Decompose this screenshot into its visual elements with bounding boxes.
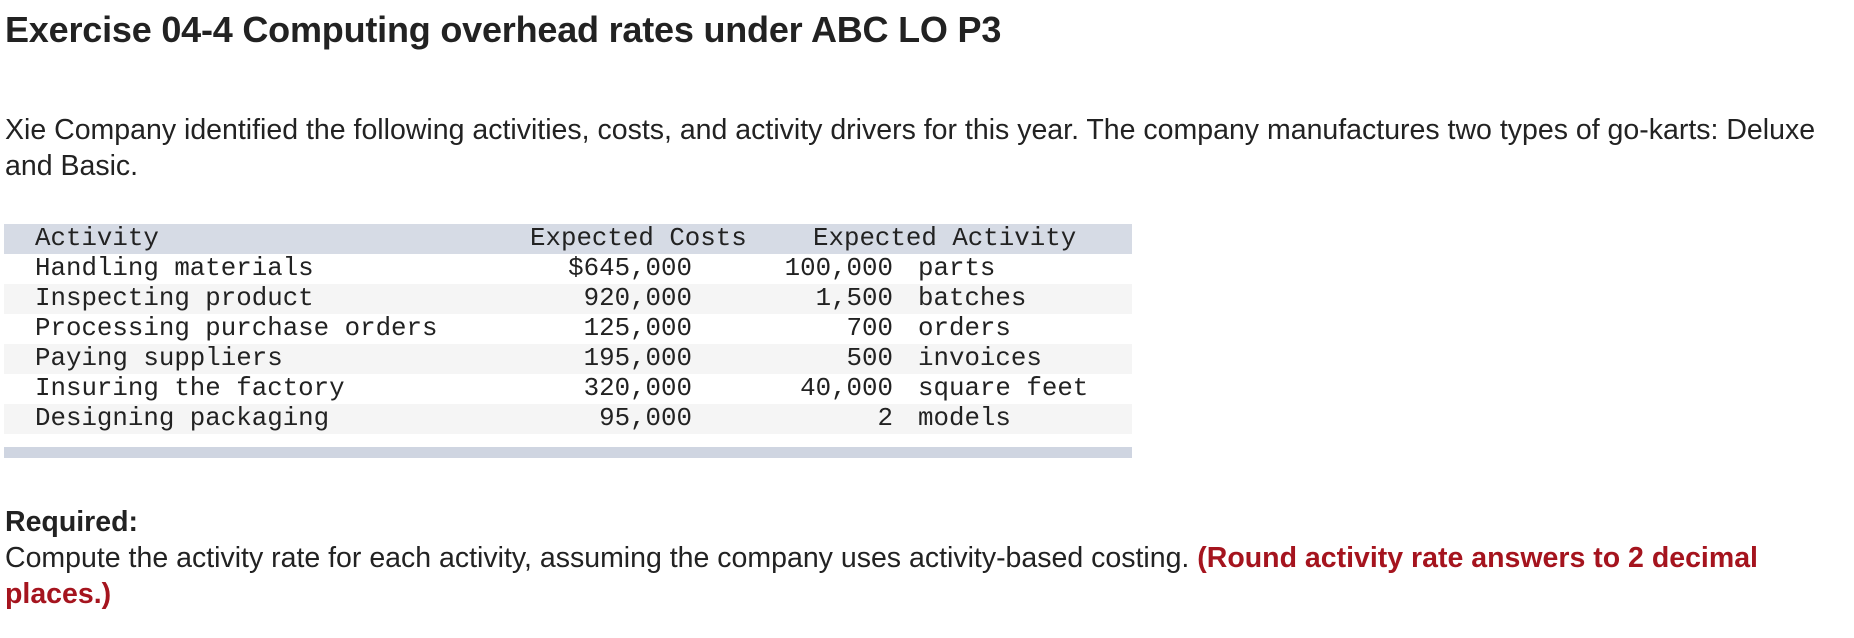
required-label: Required: [5,506,139,538]
rounding-instruction: (Round activity rate answers to 2 decima… [5,542,1758,610]
activity-name: Designing packaging [35,404,330,433]
expected-cost: 95,000 [599,404,692,433]
activity-name: Paying suppliers [35,344,283,373]
expected-activity-unit: orders [918,314,1011,343]
expected-activity-unit: parts [918,254,996,283]
expected-activity-unit: invoices [918,344,1042,373]
required-text: Compute the activity rate for each activ… [5,542,1190,574]
expected-activity-unit: square feet [918,374,1089,403]
intro-paragraph: Xie Company identified the following act… [5,114,1816,182]
activity-cost-table: Activity Expected Costs Expected Activit… [4,224,1132,458]
expected-activity-quantity: 1,500 [815,284,893,313]
expected-cost: 195,000 [583,344,692,373]
activity-name: Handling materials [35,254,314,283]
table-footer-bar [4,447,1132,458]
table-row: Processing purchase orders 125,000 700 o… [4,314,1132,344]
expected-activity-quantity: 100,000 [784,254,893,283]
activity-name: Inspecting product [35,284,314,313]
expected-activity-quantity: 2 [877,404,893,433]
table-row: Insuring the factory 320,000 40,000 squa… [4,374,1132,404]
column-header-expected-activity: Expected Activity [813,224,1077,253]
expected-cost: $645,000 [568,254,692,283]
expected-cost: 125,000 [583,314,692,343]
activity-name: Insuring the factory [35,374,345,403]
table-row: Paying suppliers 195,000 500 invoices [4,344,1132,374]
expected-cost: 320,000 [583,374,692,403]
column-header-activity: Activity [35,224,159,253]
expected-activity-quantity: 700 [846,314,893,343]
table-header-row: Activity Expected Costs Expected Activit… [4,224,1132,254]
expected-activity-unit: batches [918,284,1027,313]
activity-name: Processing purchase orders [35,314,438,343]
table-spacer [4,434,1132,447]
expected-activity-quantity: 40,000 [800,374,893,403]
expected-cost: 920,000 [583,284,692,313]
required-section: Required: Compute the activity rate for … [5,504,1835,612]
table-row: Handling materials $645,000 100,000 part… [4,254,1132,284]
expected-activity-unit: models [918,404,1011,433]
exercise-title: Exercise 04-4 Computing overhead rates u… [5,9,1002,50]
table-row: Designing packaging 95,000 2 models [4,404,1132,434]
column-header-expected-costs: Expected Costs [530,224,747,253]
table-row: Inspecting product 920,000 1,500 batches [4,284,1132,314]
expected-activity-quantity: 500 [846,344,893,373]
